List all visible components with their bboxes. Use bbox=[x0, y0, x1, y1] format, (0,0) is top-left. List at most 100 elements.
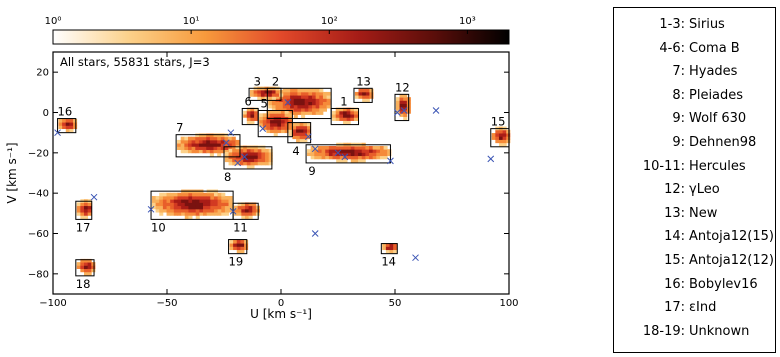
group-label: 9 bbox=[308, 164, 315, 178]
heatmap-cell bbox=[195, 136, 200, 141]
heatmap-cell bbox=[286, 108, 291, 112]
heatmap-cell bbox=[250, 114, 255, 118]
heatmap-cell bbox=[299, 135, 304, 140]
group-box bbox=[394, 93, 410, 122]
heatmap-cell bbox=[301, 104, 306, 109]
heatmap-cell bbox=[187, 136, 193, 141]
heatmap-cell bbox=[76, 202, 81, 207]
heatmap-cell bbox=[235, 158, 240, 163]
heatmap-cell bbox=[213, 199, 219, 203]
heatmap-cell bbox=[343, 120, 348, 125]
cross-markers bbox=[54, 99, 495, 262]
heatmap-cell bbox=[365, 145, 370, 150]
heatmap-cell bbox=[376, 155, 381, 160]
heatmap-cell bbox=[304, 95, 309, 99]
heatmap-cell bbox=[304, 104, 309, 109]
heatmap-cell bbox=[328, 145, 333, 150]
heatmap-cell bbox=[244, 215, 250, 219]
heatmap-cell bbox=[151, 205, 156, 210]
heatmap-cell bbox=[346, 114, 351, 118]
heatmap-cell bbox=[217, 205, 222, 210]
heatmap-cell bbox=[358, 149, 363, 153]
heatmap-cell bbox=[224, 152, 229, 156]
heatmap-cell bbox=[328, 155, 333, 160]
heatmap-cell bbox=[151, 195, 156, 200]
heatmap-cell bbox=[87, 262, 92, 266]
heatmap-cell bbox=[206, 192, 211, 197]
heatmap-cell bbox=[339, 155, 344, 160]
heatmap-cell bbox=[288, 132, 293, 136]
heatmap-cell bbox=[181, 208, 186, 213]
heatmap-cell bbox=[312, 98, 317, 103]
heatmap-cell bbox=[315, 98, 320, 103]
heatmap-cell bbox=[297, 101, 302, 106]
heatmap-cell bbox=[221, 202, 226, 207]
heatmap-cell bbox=[62, 122, 67, 126]
heatmap-cell bbox=[354, 95, 359, 99]
heatmap-cell bbox=[235, 145, 240, 150]
cross-marker bbox=[90, 193, 98, 201]
heatmap-cell bbox=[362, 95, 367, 99]
heatmap-cell bbox=[393, 243, 398, 247]
heatmap-cell bbox=[379, 149, 384, 153]
heatmap-cell bbox=[292, 122, 297, 127]
heatmap-cell bbox=[206, 212, 211, 216]
heatmap-cell bbox=[286, 104, 291, 109]
heatmap-cell bbox=[184, 149, 189, 154]
heatmap-cell bbox=[315, 88, 320, 93]
legend-row: 14: Antoja12(15) bbox=[614, 229, 777, 249]
heatmap-cell bbox=[259, 116, 264, 121]
heatmap-cell bbox=[91, 268, 96, 273]
heatmap-cell bbox=[297, 91, 302, 96]
heatmap-cell bbox=[254, 117, 259, 121]
heatmap-cell bbox=[297, 95, 302, 99]
heatmap-cell bbox=[306, 152, 312, 157]
heatmap-cell bbox=[213, 139, 218, 144]
heatmap-cell bbox=[498, 142, 504, 147]
heatmap-cell bbox=[261, 145, 266, 150]
heatmap-cell bbox=[365, 88, 370, 93]
heatmap-cell bbox=[257, 145, 262, 150]
heatmap-cell bbox=[354, 155, 359, 160]
colorbar-tick-label: 10² bbox=[321, 16, 338, 27]
heatmap-cell bbox=[248, 212, 253, 216]
heatmap-cell bbox=[58, 118, 63, 123]
heatmap-cell bbox=[231, 139, 236, 144]
heatmap-cell bbox=[243, 148, 248, 153]
heatmap-cell bbox=[343, 158, 348, 163]
heatmap-cell bbox=[198, 146, 203, 151]
group-label: 16 bbox=[58, 105, 73, 119]
heatmap-cell bbox=[315, 111, 320, 115]
heatmap-cell bbox=[257, 89, 262, 94]
heatmap-cell bbox=[312, 101, 317, 106]
heatmap-cell bbox=[383, 155, 388, 160]
heatmap-cell bbox=[358, 152, 363, 157]
heatmap-cell bbox=[213, 149, 218, 154]
heatmap-cell bbox=[249, 93, 255, 97]
heatmap-cell bbox=[155, 205, 160, 210]
heatmap-cell bbox=[403, 103, 408, 108]
heatmap-cell bbox=[339, 117, 344, 121]
legend-group-id: 4-6: bbox=[659, 40, 685, 56]
heatmap-cell bbox=[198, 133, 203, 138]
legend-group-id: 17: bbox=[664, 300, 685, 316]
heatmap-cell bbox=[393, 249, 398, 254]
heatmap-cell bbox=[244, 205, 250, 210]
heatmap-cell bbox=[270, 122, 275, 127]
heatmap-cell bbox=[265, 155, 270, 159]
heatmap-cell bbox=[346, 107, 351, 112]
heatmap-cell bbox=[252, 205, 257, 210]
heatmap-cell bbox=[403, 97, 408, 101]
heatmap-cell bbox=[228, 199, 233, 203]
heatmap-cell bbox=[184, 143, 189, 147]
heatmap-cell bbox=[312, 111, 317, 115]
heatmap-cell bbox=[87, 268, 92, 273]
heatmap-cell bbox=[241, 215, 246, 219]
heatmap-cell bbox=[282, 98, 287, 103]
heatmap-cell bbox=[254, 107, 259, 112]
heatmap-cell bbox=[220, 149, 225, 154]
heatmap-cell bbox=[199, 192, 204, 197]
heatmap-cell bbox=[273, 126, 278, 130]
heatmap-cell bbox=[303, 122, 308, 127]
